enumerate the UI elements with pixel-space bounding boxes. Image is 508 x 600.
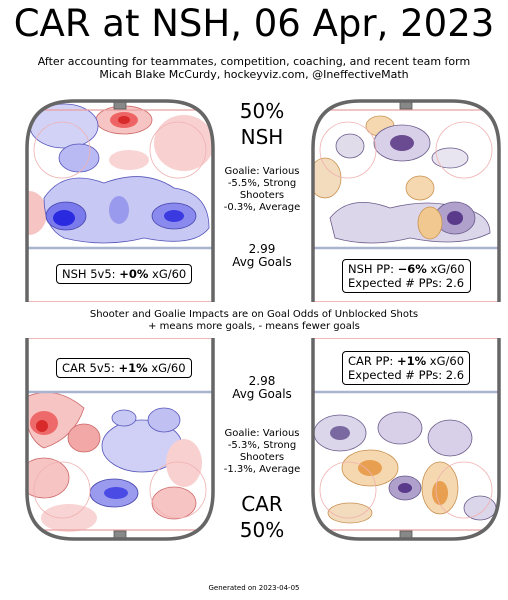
top-goalie-line-1: Goalie: Various [224,166,300,177]
heatmap-car-pp [313,411,497,524]
nsh-5v5-value: +0% [119,267,149,281]
nsh-5v5-label: NSH 5v5: +0% xG/60 [56,264,193,284]
nsh-5v5-suffix: xG/60 [148,267,187,281]
top-percentage: 50% [239,99,285,123]
top-shooters-line-1: Shooters [239,190,285,201]
subtitle-line-2: Micah Blake McCurdy, hockeyviz.com, @Ine… [99,68,409,81]
top-goalie-line-2: -5.5%, Strong [227,178,297,189]
top-team-name: NSH [240,125,284,149]
impact-note-line-1: Shooter and Goalie Impacts are on Goal O… [89,309,419,320]
top-shooters-line-2: -0.3%, Average [223,202,301,213]
top-avg-goals-number: 2.99 [248,242,276,256]
car-5v5-value: +1% [118,361,148,375]
car-5v5-prefix: CAR 5v5: [62,361,119,375]
bottom-avg-goals-label: Avg Goals [232,387,292,401]
page-title: CAR at NSH, 06 Apr, 2023 [13,2,495,45]
car-pp-label: CAR PP: +1% xG/60 Expected # PPs: 2.6 [342,351,471,385]
heatmap-nsh-pp [313,115,491,244]
generated-footer: Generated on 2023-04-05 [208,584,300,592]
bottom-avg-goals-number: 2.98 [248,374,276,388]
impact-note-line-2: + means more goals, - means fewer goals [148,321,360,332]
bottom-goalie-line-1: Goalie: Various [224,428,300,439]
bottom-shooters-line-1: Shooters [239,452,285,463]
rink-car-pp [311,338,501,541]
bottom-shooters-line-2: -1.3%, Average [223,464,301,475]
rink-nsh-5v5 [25,99,215,302]
car-pp-expected: Expected # PPs: 2.6 [348,368,465,382]
nsh-pp-label: NSH PP: −6% xG/60 Expected # PPs: 2.6 [342,259,471,293]
car-pp-value: +1% [396,354,427,368]
heatmap-car-5v5 [27,392,202,532]
subtitle-line-1: After accounting for teammates, competit… [37,55,471,68]
nsh-pp-expected: Expected # PPs: 2.6 [348,276,465,290]
car-pp-suffix: xG/60 [426,354,465,368]
nsh-pp-suffix: xG/60 [426,262,465,276]
heatmap-nsh-5v5 [27,103,213,244]
bottom-percentage: 50% [239,518,285,542]
top-avg-goals-label: Avg Goals [232,255,292,269]
car-5v5-suffix: xG/60 [147,361,186,375]
bottom-team-name: CAR [241,492,283,516]
nsh-pp-value: −6% [397,262,427,276]
bottom-goalie-line-2: -5.3%, Strong [227,440,297,451]
car-pp-prefix: CAR PP: [348,354,397,368]
rink-nsh-pp [311,99,501,302]
nsh-5v5-prefix: NSH 5v5: [62,267,120,281]
nsh-pp-prefix: NSH PP: [348,262,398,276]
car-5v5-label: CAR 5v5: +1% xG/60 [56,358,192,378]
rink-car-5v5 [25,338,215,541]
